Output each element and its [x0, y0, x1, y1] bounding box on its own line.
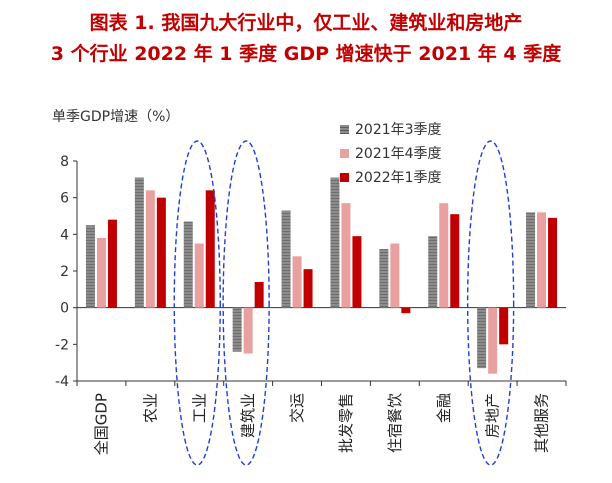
x-category-label: 住宿餐饮	[386, 393, 404, 453]
bar	[341, 203, 351, 308]
x-category-label: 建筑业	[239, 393, 257, 438]
bar	[537, 212, 547, 308]
legend-item: 2021年3季度	[340, 117, 442, 141]
bar	[107, 219, 117, 308]
x-category-label: 其他服务	[533, 393, 551, 453]
legend-swatch-2021q3	[340, 124, 349, 134]
bar	[303, 269, 313, 308]
y-tick-label: 2	[60, 264, 69, 280]
bar	[450, 214, 460, 308]
legend-swatch-2022q1	[340, 172, 349, 182]
highlight-ellipse	[222, 140, 270, 466]
y-tick-label: 8	[60, 154, 69, 170]
x-category-label: 批发零售	[337, 393, 355, 453]
y-tick-label: 0	[60, 301, 69, 317]
bar	[183, 221, 193, 308]
bar	[548, 217, 558, 308]
x-category-label: 农业	[141, 393, 159, 423]
bar	[330, 177, 340, 308]
bar	[254, 282, 264, 308]
bar	[292, 256, 302, 308]
legend-label-2021q3: 2021年3季度	[355, 122, 442, 138]
legend-item: 2022年1季度	[340, 165, 442, 189]
bar	[526, 212, 536, 308]
chart-title-line1: 图表 1. 我国九大行业中，仅工业、建筑业和房地产	[89, 12, 523, 34]
x-category-label: 交运	[288, 393, 306, 423]
bar	[134, 177, 144, 308]
y-tick-label: -4	[55, 374, 69, 390]
bar	[156, 197, 166, 308]
bar	[477, 307, 487, 369]
highlight-ellipses-group	[173, 140, 515, 466]
bar	[428, 236, 438, 308]
legend-label-2021q4: 2021年4季度	[355, 146, 442, 162]
bar	[488, 307, 498, 374]
bar	[401, 307, 411, 314]
legend-item: 2021年4季度	[340, 141, 442, 165]
highlight-ellipse	[466, 140, 515, 466]
legend-label-2022q1: 2022年1季度	[355, 170, 442, 186]
x-category-label: 房地产	[484, 393, 502, 438]
labels-group: -4 -2 0 2 4 6 8 全国GDP 农业 工业 建筑业 交运 批发零售 住宿餐饮 金融 房地产 其他服务	[55, 154, 551, 455]
bar	[281, 210, 291, 308]
bar	[243, 307, 253, 354]
highlight-ellipse	[173, 140, 221, 466]
bar	[390, 243, 400, 308]
y-tick-label: 6	[60, 191, 69, 207]
bar	[85, 225, 95, 308]
bars-group	[85, 177, 558, 374]
y-tick-label: -2	[55, 337, 69, 353]
chart-title-line2: 3 个行业 2022 年 1 季度 GDP 增速快于 2021 年 4 季度	[50, 43, 562, 65]
bar	[439, 203, 449, 308]
x-category-label: 金融	[435, 393, 453, 423]
legend: 2021年3季度 2021年4季度 2022年1季度	[340, 117, 442, 189]
bar	[96, 238, 106, 308]
bar	[194, 243, 204, 308]
x-category-label: 全国GDP	[92, 393, 110, 455]
x-category-label: 工业	[190, 393, 208, 423]
bar	[145, 190, 155, 308]
bar	[379, 249, 389, 308]
bar	[205, 190, 215, 308]
bar	[352, 236, 362, 308]
y-tick-label: 4	[60, 227, 69, 243]
legend-swatch-2021q4	[340, 148, 349, 158]
bar	[499, 307, 509, 345]
bar	[232, 307, 242, 352]
y-axis-label: 单季GDP增速（%）	[52, 109, 180, 125]
